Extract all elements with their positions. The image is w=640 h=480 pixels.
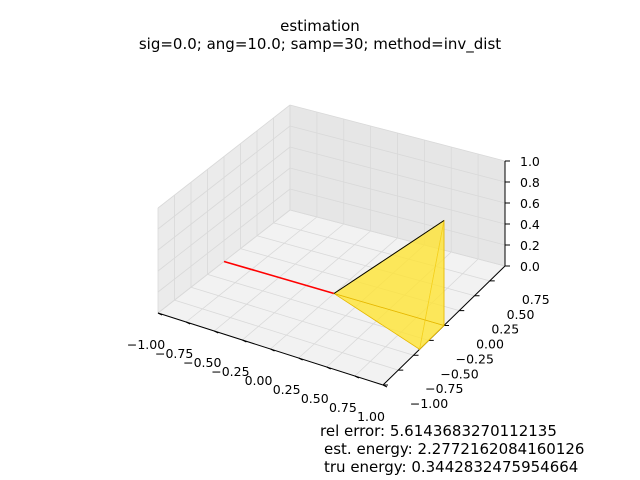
tick-labels: −1.00−0.75−0.50−0.250.000.250.500.751.00… — [127, 154, 550, 424]
chart-title: estimation — [280, 17, 360, 35]
z-tick-label: 1.0 — [520, 154, 540, 169]
y-tick-label: 0.00 — [476, 337, 504, 352]
x-tick-label: 0.50 — [301, 391, 329, 406]
x-tick-mark — [270, 348, 275, 352]
grid-line-z — [289, 167, 506, 225]
grid-line-z — [289, 146, 506, 204]
x-tick-mark — [242, 339, 247, 343]
z-tick-label: 0.4 — [520, 217, 540, 232]
z-tick-label: 0.0 — [520, 259, 540, 274]
y-tick-label: 0.75 — [522, 292, 550, 307]
x-tick-mark — [185, 321, 191, 325]
x-tick-mark — [326, 366, 331, 370]
x-tick-mark — [354, 375, 360, 379]
annotation-rel-error: rel error: 5.6143683270112135 — [320, 422, 557, 440]
annotation-tru-energy: tru energy: 0.3442832475954664 — [324, 458, 579, 476]
data-marks — [223, 219, 445, 351]
x-tick-mark — [157, 312, 163, 316]
grid-line-z — [289, 104, 506, 162]
grid-line-y — [273, 222, 490, 282]
x-tick-mark — [298, 357, 303, 361]
y-tick-label: −0.25 — [456, 351, 494, 366]
surface-edge — [333, 220, 445, 294]
grid-line-z — [157, 125, 291, 230]
y-tick-label: −0.50 — [440, 366, 478, 381]
x-tick-label: 0.25 — [273, 382, 301, 397]
grid-line-z — [157, 104, 291, 209]
y-tick-label: 0.50 — [507, 307, 535, 322]
x-tick-mark — [214, 330, 219, 334]
z-tick-label: 0.6 — [520, 196, 540, 211]
axis-panes — [158, 105, 505, 385]
z-tick-label: 0.2 — [520, 238, 540, 253]
y-tick-label: −1.00 — [410, 396, 448, 411]
x-tick-label: −0.75 — [155, 346, 193, 361]
grid-line-z — [157, 146, 291, 251]
x-tick-label: −1.00 — [127, 337, 165, 352]
grid-line-z — [289, 125, 506, 183]
y-tick-label: 0.25 — [491, 322, 519, 337]
grid-line-y — [174, 299, 399, 371]
z-tick-label: 0.8 — [520, 175, 540, 190]
x-tick-label: 1.00 — [357, 409, 385, 424]
x-tick-label: −0.50 — [183, 355, 221, 370]
grid-line-z — [289, 188, 506, 246]
x-tick-label: −0.25 — [211, 364, 249, 379]
grid-line-z — [157, 167, 291, 272]
chart-subtitle: sig=0.0; ang=10.0; samp=30; method=inv_d… — [138, 35, 502, 53]
grid-line-y — [190, 286, 414, 356]
grid-line-z — [157, 188, 291, 293]
series-line — [223, 260, 335, 295]
x-tick-label: 0.75 — [329, 400, 357, 415]
annotation-est-energy: est. energy: 2.2772162084160126 — [324, 440, 585, 458]
y-tick-label: −0.75 — [425, 381, 463, 396]
x-tick-label: 0.00 — [245, 373, 273, 388]
grid-line-z — [289, 209, 506, 267]
